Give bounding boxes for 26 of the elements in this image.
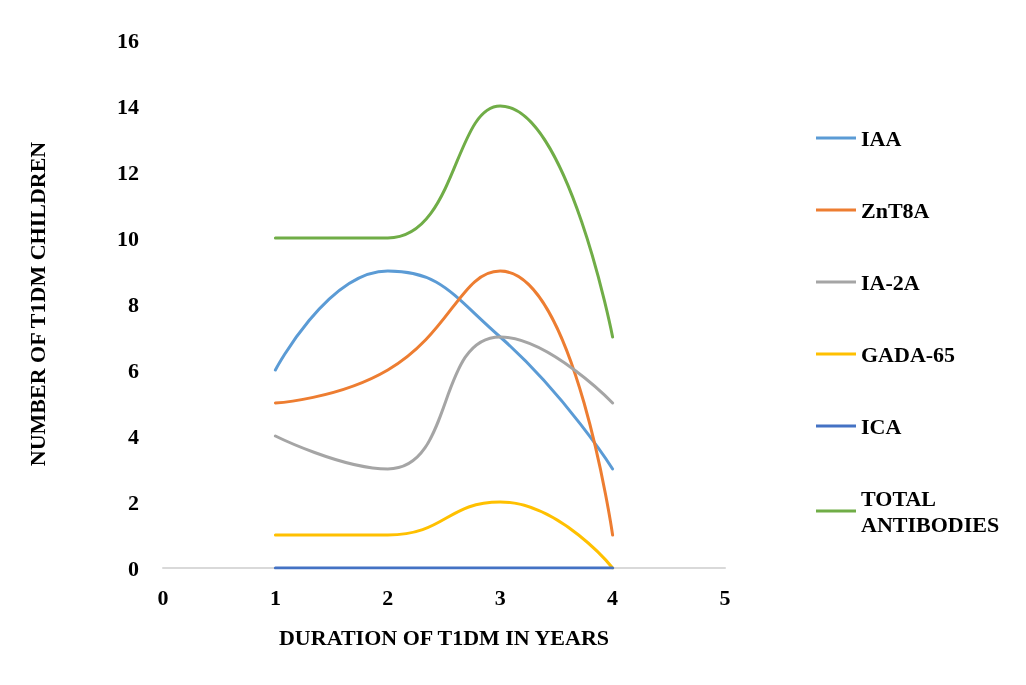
y-tick-label: 8 <box>128 291 139 317</box>
line-series <box>273 335 615 471</box>
y-axis-title: NUMBER OF T1DM CHILDREN <box>24 141 50 467</box>
legend-label: ICA <box>861 413 902 439</box>
y-tick-label: 10 <box>117 225 139 251</box>
legend-label: TOTAL ANTIBODIES <box>861 485 1000 537</box>
x-tick-label: 0 <box>157 584 169 610</box>
legend-label: GADA-65 <box>861 341 956 367</box>
y-tick-label: 14 <box>117 93 139 119</box>
legend-label: IA-2A <box>861 269 920 295</box>
y-tick-label: 0 <box>128 555 139 581</box>
legend-label: ZnT8A <box>861 197 930 223</box>
line-series <box>273 269 615 471</box>
x-tick-label: 4 <box>607 584 619 610</box>
x-tick-label: 1 <box>269 584 281 610</box>
y-tick-label: 4 <box>128 423 139 449</box>
x-tick-label: 2 <box>382 584 394 610</box>
line-series <box>273 269 615 537</box>
x-axis-title: DURATION OF T1DM IN YEARS <box>278 624 610 650</box>
y-tick-label: 2 <box>128 489 139 515</box>
legend-label: IAA <box>861 125 902 151</box>
y-tick-label: 12 <box>117 159 139 185</box>
y-tick-label: 16 <box>117 27 139 53</box>
x-tick-label: 5 <box>719 584 731 610</box>
x-tick-label: 3 <box>494 584 506 610</box>
y-tick-label: 6 <box>128 357 139 383</box>
